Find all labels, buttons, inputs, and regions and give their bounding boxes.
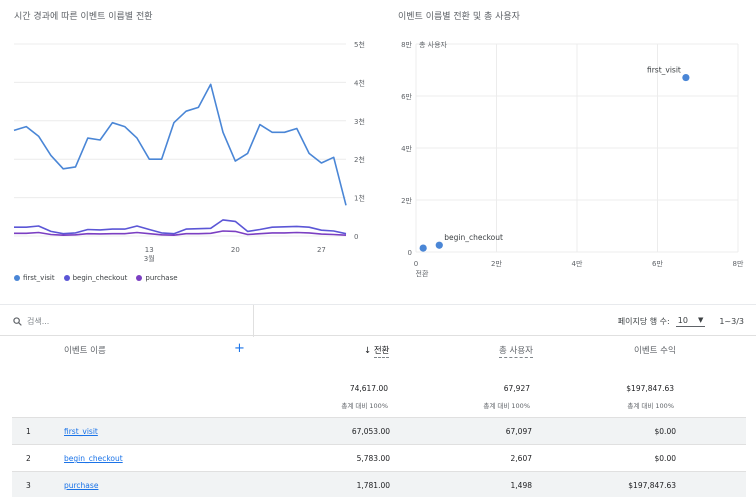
total-revenue-pct: 총계 대비 100% xyxy=(627,402,674,410)
y-tick-label: 4만 xyxy=(401,144,412,153)
legend-item-begin-checkout[interactable]: begin_checkout xyxy=(63,274,128,282)
header-event-revenue[interactable]: 이벤트 수익 xyxy=(634,346,676,356)
y-tick-label: 6만 xyxy=(401,92,412,101)
page-range: 1~3/3 xyxy=(719,316,744,326)
x-tick-sublabel: 3월 xyxy=(144,254,155,263)
y-tick-label: 0 xyxy=(408,249,412,257)
total-conversions-pct: 총계 대비 100% xyxy=(341,402,388,410)
scatter-point xyxy=(419,244,427,252)
total-revenue: $197,847.63 xyxy=(626,384,674,393)
series-line-begin_checkout xyxy=(14,219,347,235)
y-tick-label: 2천 xyxy=(354,155,365,164)
row-conversions: 67,053.00 xyxy=(351,427,390,436)
y-tick-label: 8만 xyxy=(401,40,412,49)
row-users: 1,498 xyxy=(510,481,532,490)
row-rank: 1 xyxy=(26,427,31,436)
scatter-point xyxy=(435,241,443,249)
legend-dot xyxy=(136,275,143,281)
add-dimension-button[interactable]: + xyxy=(234,341,245,356)
row-rank: 2 xyxy=(26,454,31,463)
search-icon xyxy=(13,316,22,326)
x-tick-label: 20 xyxy=(231,246,240,254)
row-users: 2,607 xyxy=(510,454,532,463)
legend-label: first_visit xyxy=(23,274,55,282)
y-axis-label: 총 사용자 xyxy=(419,40,448,49)
series-line-first_visit xyxy=(13,83,347,206)
search-box[interactable]: 검색... xyxy=(0,305,254,337)
sort-desc-icon: ↓ xyxy=(364,346,372,356)
x-tick-label: 0 xyxy=(414,260,418,268)
rows-per-page-select[interactable]: 10 ▼ xyxy=(675,315,706,327)
point-label: begin_checkout xyxy=(444,233,503,242)
y-tick-label: 2만 xyxy=(401,196,412,205)
table-row[interactable]: 2 begin_checkout 5,783.00 2,607 $0.00 xyxy=(12,444,746,471)
header-total-users[interactable]: 총 사용자 xyxy=(499,344,533,358)
table-toolbar: 검색... 페이지당 행 수: 10 ▼ 1~3/3 xyxy=(0,304,756,337)
y-tick-label: 5천 xyxy=(354,40,365,49)
rows-per-page-label: 페이지당 행 수: xyxy=(617,316,670,326)
x-tick-label: 6만 xyxy=(652,259,663,268)
total-users: 67,927 xyxy=(503,384,530,393)
legend-dot xyxy=(14,275,20,281)
line-chart: 01천2천3천4천5천133월2027034월 xyxy=(13,40,365,263)
table-row[interactable]: 1 first_visit 67,053.00 67,097 $0.00 xyxy=(12,417,746,444)
search-input[interactable]: 검색... xyxy=(27,316,50,326)
y-tick-label: 1천 xyxy=(354,194,365,203)
scatter-chart-title: 이벤트 이름별 전환 및 총 사용자 xyxy=(398,12,520,22)
point-label: first_visit xyxy=(647,66,681,75)
legend-label: begin_checkout xyxy=(72,274,128,282)
row-revenue: $0.00 xyxy=(654,454,676,463)
row-revenue: $0.00 xyxy=(654,427,676,436)
header-conversions[interactable]: ↓ 전환 xyxy=(364,344,390,358)
x-tick-label: 27 xyxy=(317,246,326,254)
row-conversions: 5,783.00 xyxy=(356,454,390,463)
x-tick-label: 2만 xyxy=(491,259,502,268)
table-row[interactable]: 3 purchase 1,781.00 1,498 $197,847.63 xyxy=(12,471,746,497)
header-total-users-label: 총 사용자 xyxy=(499,346,533,358)
y-tick-label: 0 xyxy=(354,233,358,241)
header-conversions-label: 전환 xyxy=(373,346,390,358)
line-chart-title: 시간 경과에 따른 이벤트 이름별 전환 xyxy=(14,12,153,22)
x-tick-label: 8만 xyxy=(733,259,744,268)
chevron-down-icon: ▼ xyxy=(697,316,704,324)
row-conversions: 1,781.00 xyxy=(356,481,390,490)
series-line-purchase xyxy=(14,230,347,236)
x-tick-label: 13 xyxy=(145,246,154,254)
scatter-point xyxy=(682,73,690,82)
x-axis-label: 전환 xyxy=(416,269,429,278)
rows-per-page-value: 10 xyxy=(677,315,688,325)
legend-label: purchase xyxy=(145,274,178,282)
total-conversions: 74,617.00 xyxy=(349,384,388,393)
y-tick-label: 4천 xyxy=(354,78,365,87)
row-users: 67,097 xyxy=(505,427,532,436)
legend-item-purchase[interactable]: purchase xyxy=(136,274,178,282)
event-link-begin-checkout[interactable]: begin_checkout xyxy=(64,454,123,463)
legend-dot xyxy=(63,275,70,281)
event-table: 검색... 페이지당 행 수: 10 ▼ 1~3/3 이벤트 이름 + ↓ 전환… xyxy=(0,304,756,497)
event-link-purchase[interactable]: purchase xyxy=(64,481,99,490)
total-users-pct: 총계 대비 100% xyxy=(483,402,530,410)
pagination: 페이지당 행 수: 10 ▼ 1~3/3 xyxy=(618,305,744,337)
header-event-name[interactable]: 이벤트 이름 xyxy=(64,346,106,356)
row-revenue: $197,847.63 xyxy=(628,481,676,490)
event-link-first-visit[interactable]: first_visit xyxy=(64,427,98,436)
row-rank: 3 xyxy=(26,481,31,490)
x-tick-label: 4만 xyxy=(572,259,583,268)
y-tick-label: 3천 xyxy=(354,117,365,126)
line-chart-legend: first_visit begin_checkout purchase xyxy=(14,274,178,282)
legend-item-first-visit[interactable]: first_visit xyxy=(14,274,55,282)
